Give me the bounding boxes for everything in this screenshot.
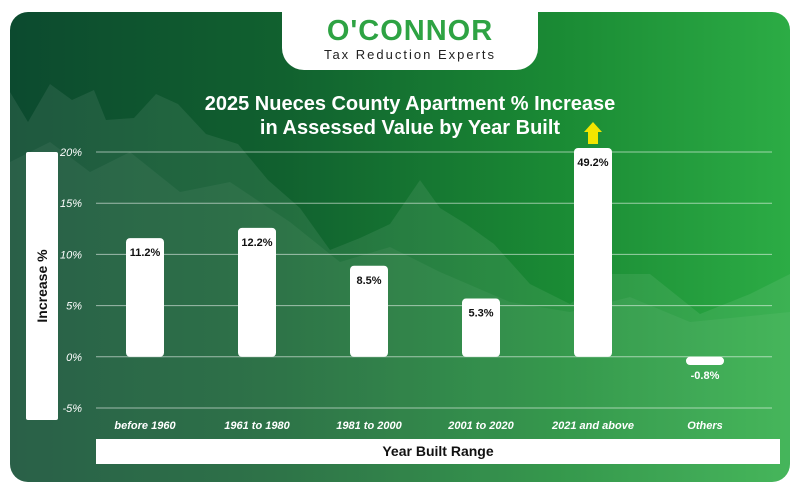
- x-tick-label: 1961 to 1980: [224, 420, 290, 432]
- y-tick-label: 5%: [66, 301, 82, 313]
- x-tick-label: 2021 and above: [551, 420, 634, 432]
- bar-plot: -5% 0% 5% 10% 15% 20% 11.2% before 1960 12.2% 196…: [59, 122, 772, 432]
- bar-value-label: 11.2%: [130, 247, 161, 259]
- overflow-arrow-icon: [584, 122, 602, 144]
- bar-value-label: 5.3%: [468, 308, 493, 320]
- bar: [686, 356, 724, 365]
- bar-value-label: 8.5%: [356, 275, 381, 287]
- chart-title: 2025 Nueces County Apartment % Increase …: [110, 92, 710, 140]
- chart-title-line-2: in Assessed Value by Year Built: [259, 117, 561, 139]
- bar: [238, 227, 276, 357]
- x-tick-label: Others: [687, 420, 722, 432]
- chart-title-line-1: 2025 Nueces County Apartment % Increase: [204, 93, 616, 115]
- y-tick-label: 10%: [60, 249, 82, 261]
- bar-value-label: -0.8%: [691, 370, 720, 382]
- bar: [462, 298, 500, 357]
- brand-name: O'CONNOR: [326, 15, 494, 47]
- x-axis-label: Year Built Range: [96, 439, 780, 464]
- chart-card: O'CONNOR Tax Reduction Experts 2025 Nuec…: [10, 12, 790, 482]
- bar: [574, 148, 612, 357]
- bar-value-label: 49.2%: [577, 157, 608, 169]
- x-tick-label: before 1960: [114, 420, 176, 432]
- brand-tagline: Tax Reduction Experts: [323, 47, 497, 62]
- bar: [350, 265, 388, 357]
- x-tick-label: 2001 to 2020: [447, 420, 514, 432]
- y-tick-label: 20%: [59, 147, 82, 159]
- x-tick-label: 1981 to 2000: [336, 420, 402, 432]
- bar: [126, 238, 164, 357]
- bar-value-label: 12.2%: [241, 237, 272, 249]
- y-tick-label: 0%: [66, 352, 82, 364]
- brand-logo: O'CONNOR Tax Reduction Experts: [282, 12, 538, 70]
- y-axis-label-panel: Increase %: [26, 152, 58, 420]
- y-tick-label: -5%: [62, 403, 82, 415]
- background-mountains: [10, 84, 790, 482]
- y-tick-label: 15%: [60, 198, 82, 210]
